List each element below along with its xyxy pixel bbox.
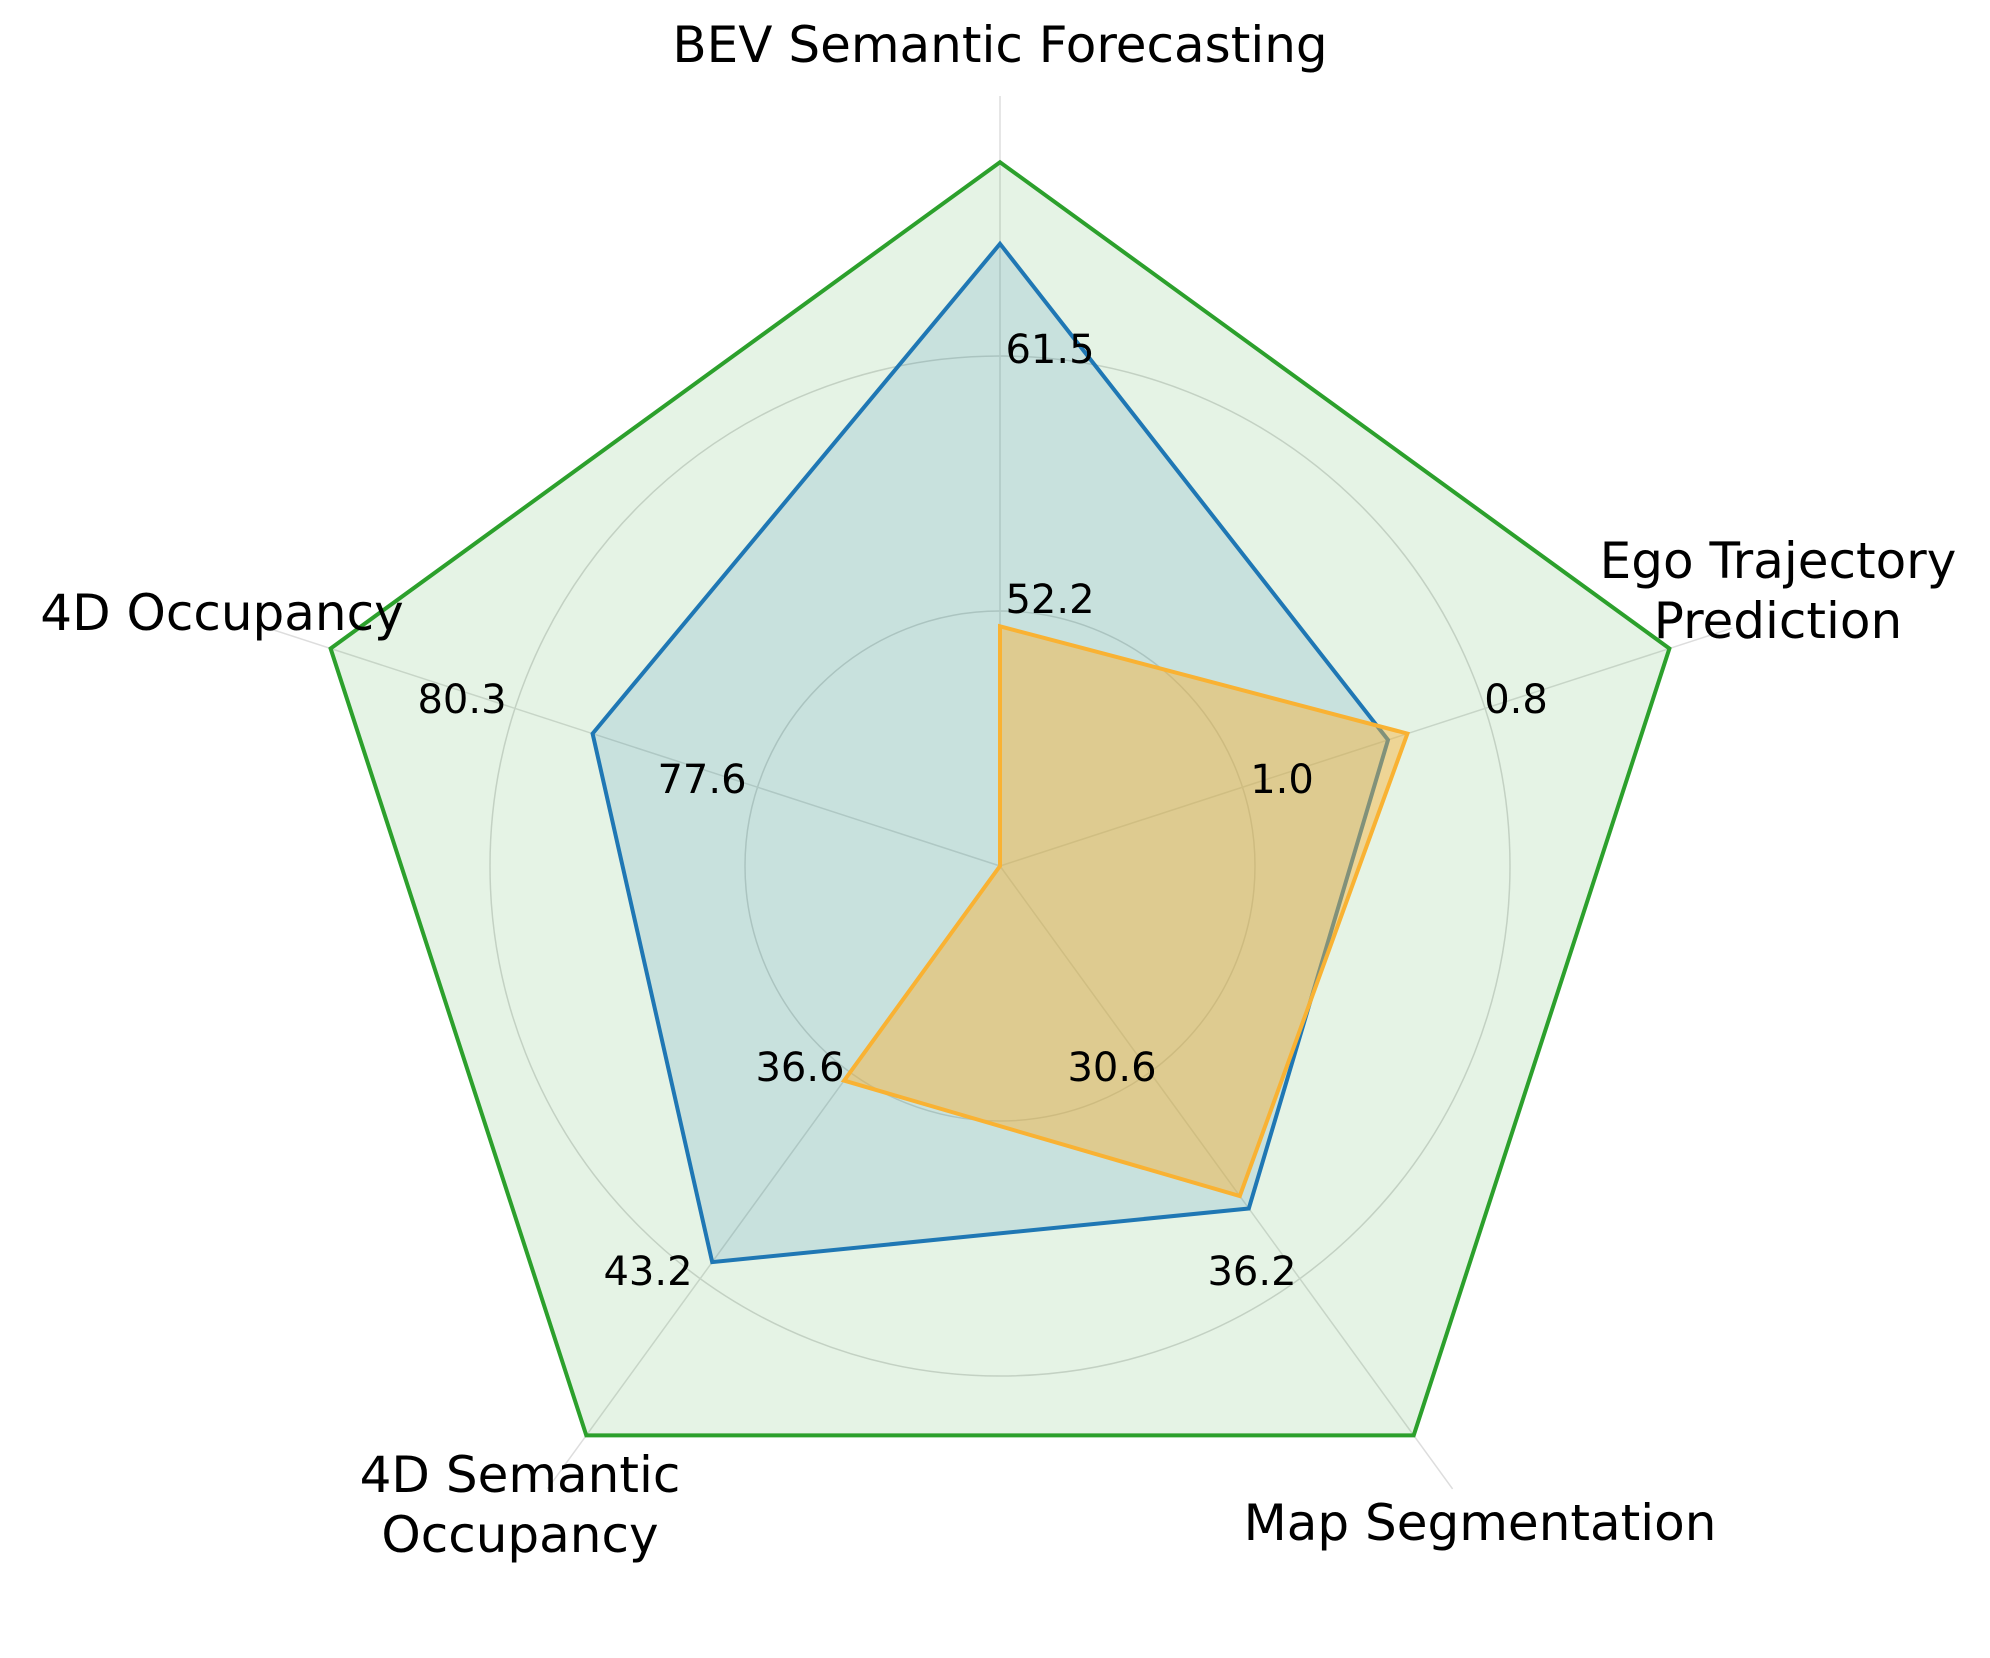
tick-label-map-outer: 36.2 [1207, 1249, 1296, 1295]
tick-label-4dsem-outer: 43.2 [603, 1249, 692, 1295]
series-3-outline [840, 623, 1411, 1199]
tick-label-bev-inner: 52.2 [1005, 577, 1094, 623]
tick-label-4dsem-inner: 36.6 [755, 1045, 844, 1091]
tick-label-4docc-outer: 80.3 [417, 677, 506, 723]
tick-label-map-inner: 30.6 [1067, 1045, 1156, 1091]
series-2-area [592, 243, 1388, 1263]
axis-label-4d-occupancy: 4D Occupancy [40, 584, 403, 642]
axis-label-line: Occupancy [381, 1506, 658, 1564]
grid-spoke-2 [999, 627, 1733, 867]
grid-spoke-5 [267, 627, 1001, 867]
grid-spoke-3 [999, 865, 1454, 1490]
radar-axis-labels: BEV Semantic Forecasting Ego Trajectory P… [40, 16, 1956, 1564]
tick-label-ego-inner: 1.0 [1250, 757, 1314, 803]
axis-label-4d-semantic-occupancy: 4D Semantic Occupancy [360, 1446, 681, 1564]
axis-label-ego-trajectory-prediction: Ego Trajectory Prediction [1600, 532, 1957, 650]
series-1-outline [328, 159, 1672, 1438]
axis-label-line: Prediction [1654, 592, 1902, 650]
radar-series [328, 159, 1672, 1438]
axis-label-line: 4D Semantic [360, 1446, 681, 1504]
tick-label-4docc-inner: 77.6 [657, 757, 746, 803]
series-3-area [844, 626, 1408, 1197]
axis-label-map-segmentation: Map Segmentation [1244, 1494, 1717, 1552]
axis-label-line: Ego Trajectory [1600, 532, 1957, 590]
tick-label-bev-outer: 61.5 [1005, 327, 1094, 373]
axis-label-bev-semantic-forecasting: BEV Semantic Forecasting [672, 16, 1327, 74]
radar-grid [267, 96, 1733, 1490]
series-2-outline [590, 240, 1391, 1265]
radar-tick-labels: 52.2 61.5 1.0 0.8 30.6 36.2 36.6 43.2 77… [417, 327, 1547, 1295]
tick-label-ego-outer: 0.8 [1484, 677, 1548, 723]
